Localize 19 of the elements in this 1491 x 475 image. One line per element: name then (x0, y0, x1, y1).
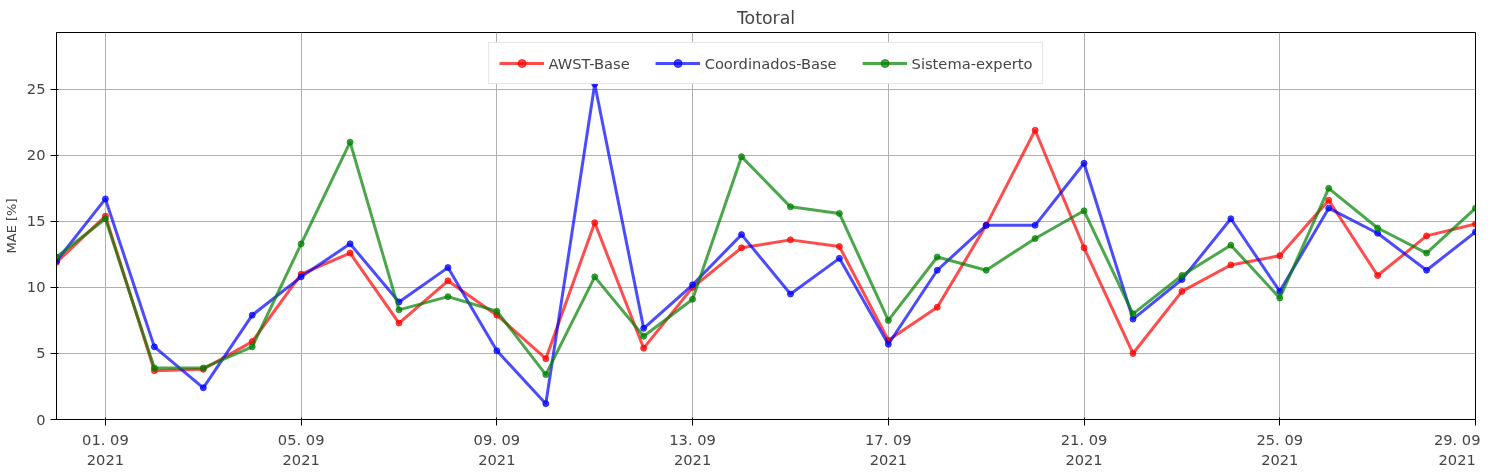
y-tick-label: 10 (26, 278, 46, 296)
y-tick-label: 5 (36, 344, 46, 362)
y-tick-label: 15 (26, 212, 46, 230)
legend-label: Sistema-experto (911, 54, 1033, 72)
chart-title: Totoral (735, 7, 796, 28)
x-tick-label: 01. 09 2021 (82, 430, 129, 468)
x-tick-label: 25. 09 2021 (1256, 430, 1304, 468)
y-tick-label: 25 (26, 80, 46, 98)
x-tick-label: 05. 09 2021 (277, 430, 325, 468)
x-tick-label: 17. 09 2021 (865, 430, 912, 468)
x-tick-label: 21. 09 2021 (1060, 430, 1108, 468)
y-tick-label: 0 (36, 410, 46, 428)
y-tick-label: 20 (26, 146, 46, 164)
x-tick-label: 09. 09 2021 (473, 430, 521, 468)
legend-label: Coordinados-Base (704, 54, 837, 72)
legend-label: AWST-Base (548, 54, 630, 72)
y-axis-title: MAE [%] (3, 198, 19, 254)
x-tick-label: 29. 09 2021 (1433, 430, 1481, 468)
x-tick-label: 13. 09 2021 (669, 430, 716, 468)
